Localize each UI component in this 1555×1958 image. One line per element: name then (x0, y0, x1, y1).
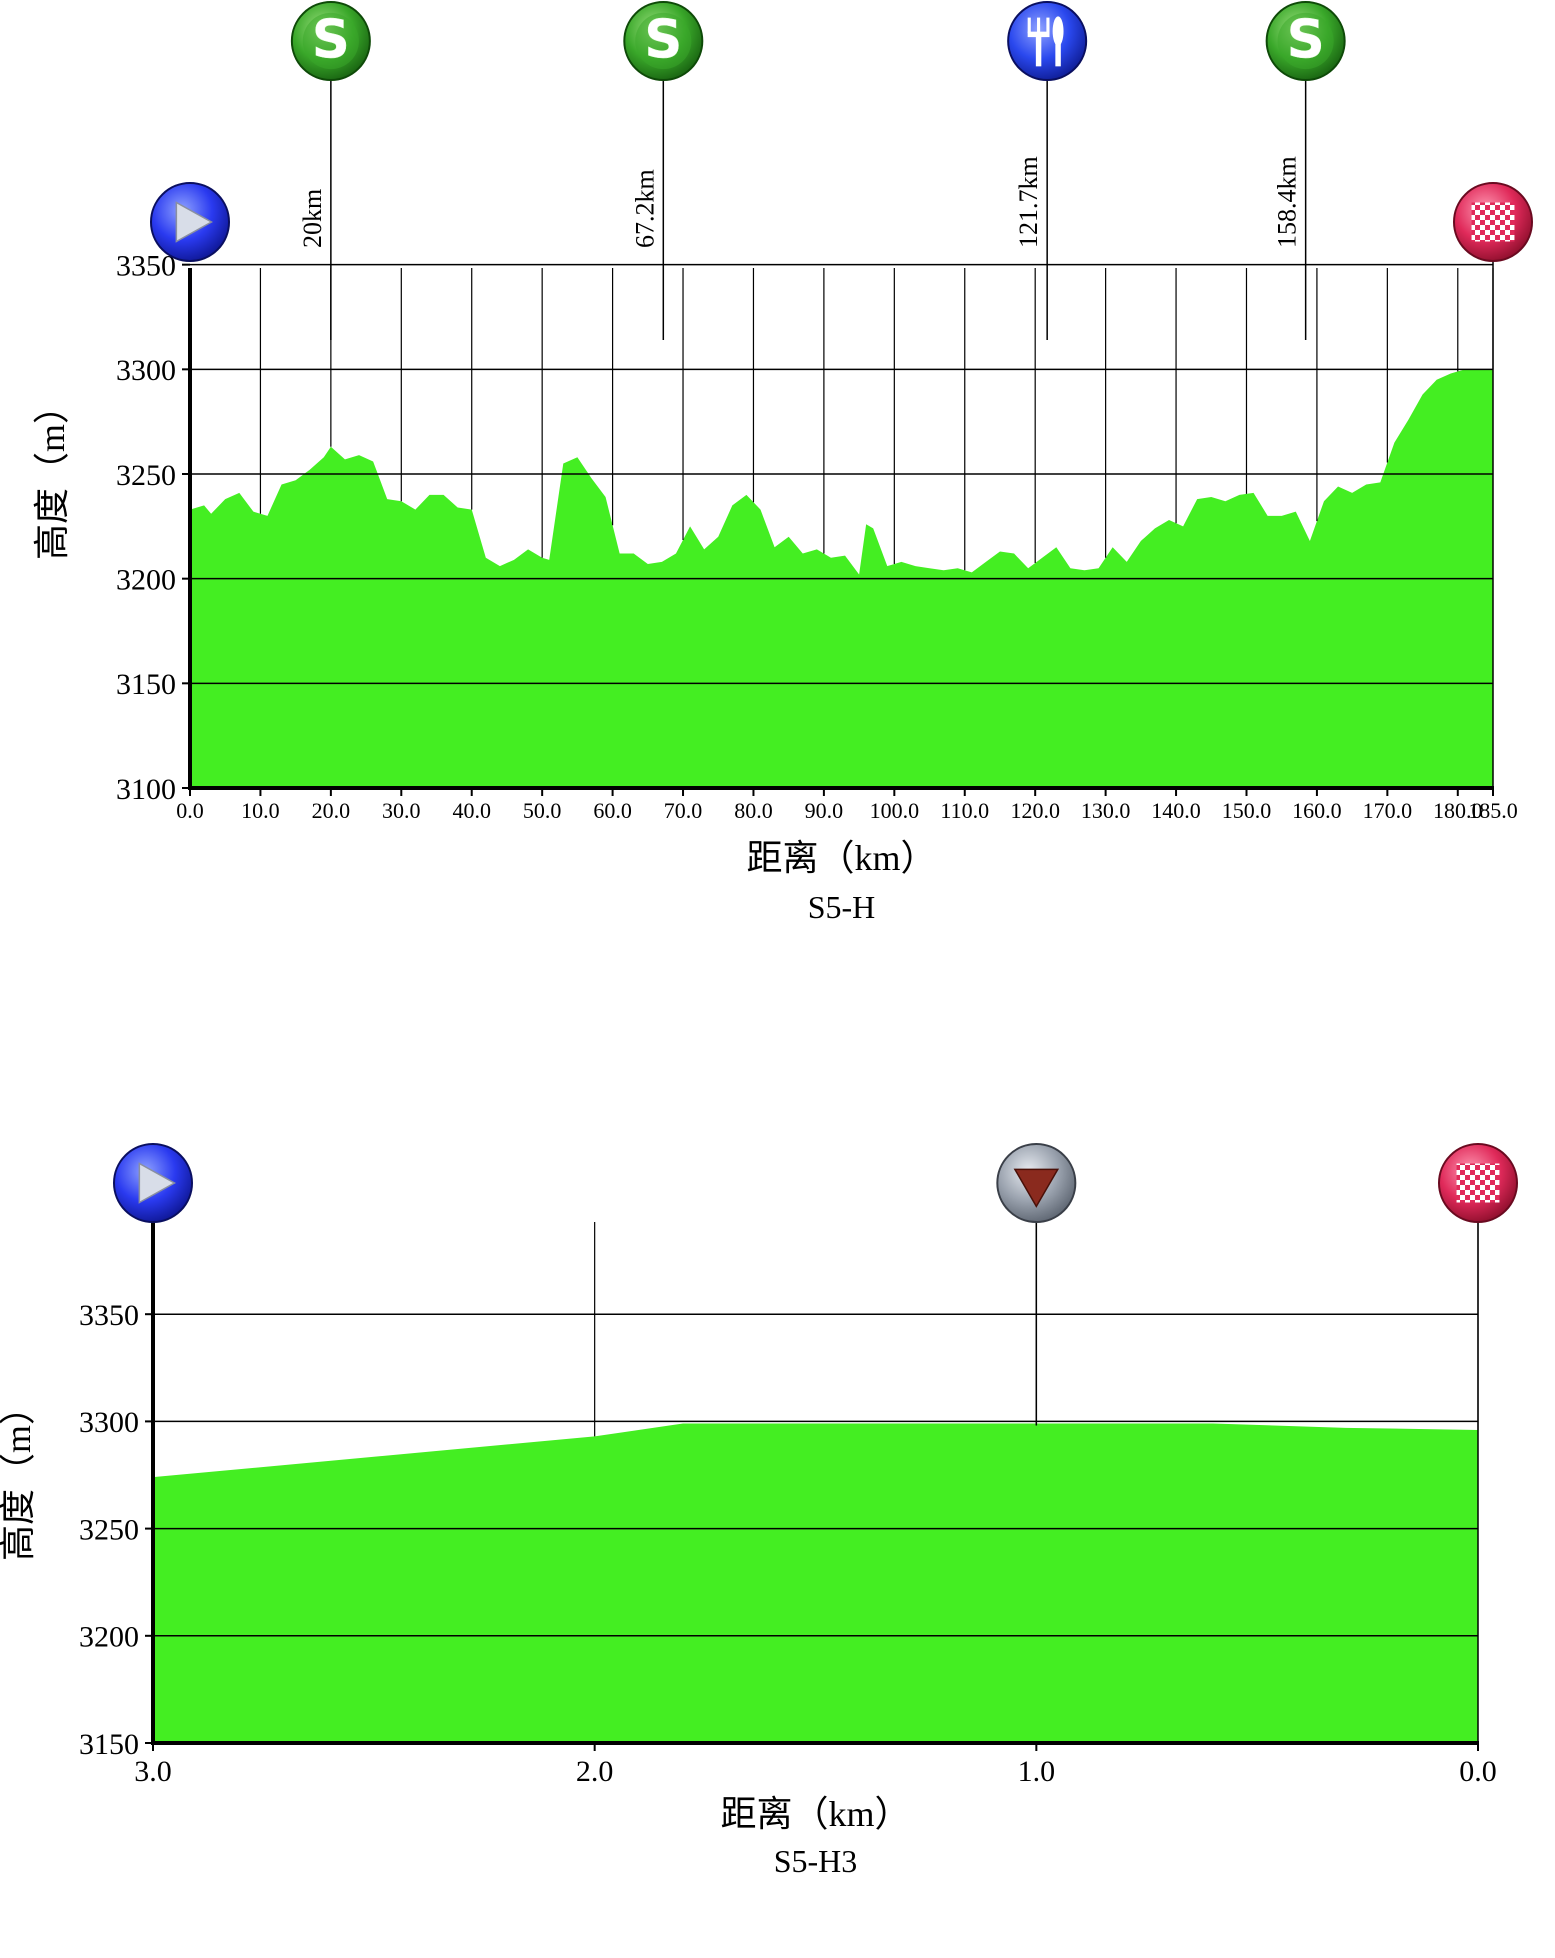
x-tick-label: 90.0 (805, 798, 844, 823)
marker-label: 67.2km (630, 169, 659, 248)
chart-elevation-profile-full: 3100 3150 3200 3250 3300 3350 0.0 10.0 20.0 30.0 4… (32, 1, 1533, 925)
sprint-s-icon: S (623, 1, 704, 81)
y-axis-label: 高度（m） (32, 388, 72, 560)
y-axis-label: 高度（m） (0, 1389, 38, 1561)
svg-text:S: S (1287, 9, 1325, 70)
x-tick-label: 140.0 (1151, 798, 1201, 823)
x-tick-label: 130.0 (1081, 798, 1131, 823)
x-tick-label: 2.0 (576, 1755, 614, 1788)
chart-title: S5-H (808, 889, 876, 925)
y-tick-label: 3300 (79, 1406, 139, 1439)
y-tick-label: 3250 (116, 459, 176, 492)
red-triangle-icon (996, 1143, 1077, 1223)
x-tick-label: 20.0 (312, 798, 351, 823)
x-tick-label: 160.0 (1292, 798, 1342, 823)
x-tick-label: 30.0 (382, 798, 421, 823)
sprint-s-icon: S (1265, 1, 1346, 81)
x-axis-label: 距离（km） (720, 1794, 910, 1834)
marker-label: 20km (298, 189, 327, 248)
play-icon (150, 182, 230, 262)
x-tick-label: 70.0 (664, 798, 703, 823)
marker-label: 121.7km (1014, 156, 1043, 248)
play-icon (113, 1143, 193, 1223)
svg-text:S: S (644, 9, 682, 70)
y-tick-label: 3100 (116, 773, 176, 806)
x-axis-label: 距离（km） (746, 838, 936, 878)
x-tick-label: 170.0 (1363, 798, 1413, 823)
x-tick-label: 150.0 (1222, 798, 1272, 823)
y-tick-label: 3150 (116, 668, 176, 701)
chart-title: S5-H3 (774, 1843, 858, 1879)
x-tick-label: 120.0 (1010, 798, 1060, 823)
checkered-flag-icon (1438, 1143, 1518, 1223)
x-tick-label: 180.0 (1433, 798, 1483, 823)
checkered-flag-icon (1453, 182, 1533, 262)
y-tick-label: 3300 (116, 354, 176, 387)
x-tick-label: 0.0 (176, 798, 204, 823)
y-tick-label: 3150 (79, 1728, 139, 1761)
x-tick-label: 100.0 (870, 798, 920, 823)
x-tick-label: 3.0 (134, 1755, 172, 1788)
x-tick-label: 60.0 (593, 798, 632, 823)
marker-label: 158.4km (1273, 156, 1302, 248)
x-tick-label: 40.0 (452, 798, 491, 823)
x-tick-label: 10.0 (241, 798, 280, 823)
sprint-s-icon: S (290, 1, 371, 81)
x-tick-label: 110.0 (940, 798, 989, 823)
x-tick-label: 1.0 (1018, 1755, 1056, 1788)
chart-elevation-profile-last3km: 3150 3200 3250 3300 3350 3.0 2.0 1.0 0.0 距离（km） 高度… (0, 1143, 1518, 1879)
elevation-area (153, 1423, 1478, 1743)
y-tick-label: 3350 (79, 1299, 139, 1332)
x-tick-label: 80.0 (734, 798, 773, 823)
x-tick-label: 0.0 (1459, 1755, 1497, 1788)
y-tick-label: 3350 (116, 249, 176, 282)
x-tick-label: 50.0 (523, 798, 562, 823)
x-tick-label: 185.0 (1468, 798, 1518, 823)
y-tick-label: 3200 (79, 1621, 139, 1654)
svg-text:S: S (312, 9, 350, 70)
fork-knife-icon (1007, 1, 1088, 81)
y-tick-label: 3200 (116, 563, 176, 596)
y-tick-label: 3250 (79, 1513, 139, 1546)
